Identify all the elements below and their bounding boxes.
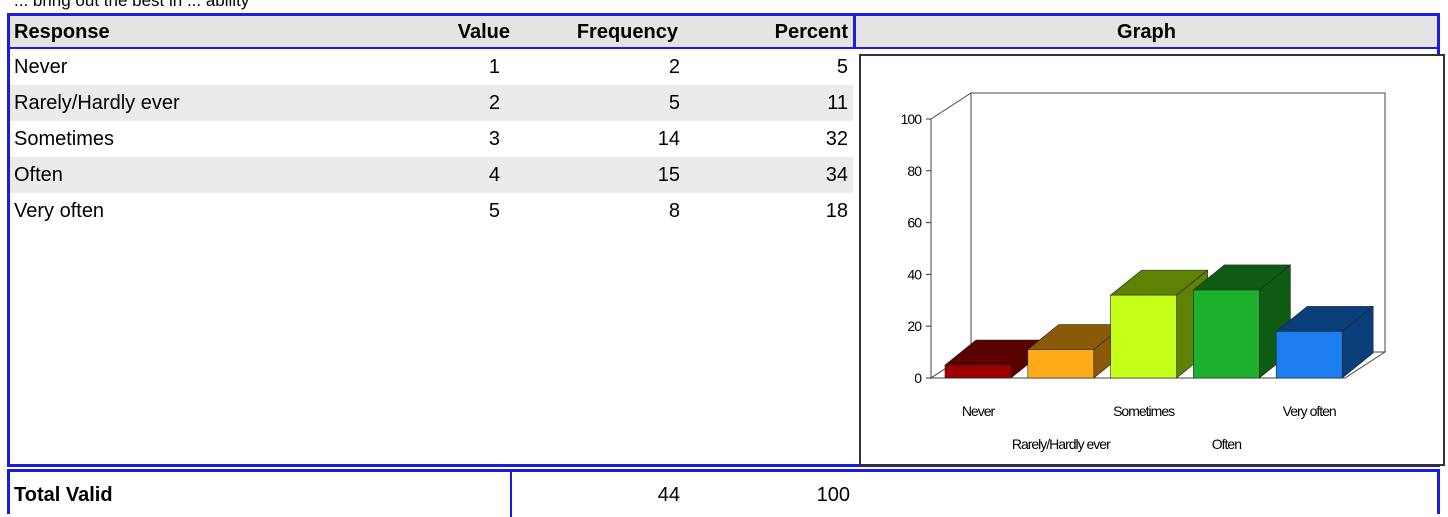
header-graph: Graph (1117, 21, 1176, 43)
table-row: Very often 5 8 18 (10, 193, 853, 229)
percent-cell: 11 (827, 92, 848, 114)
y-tick-label: 40 (907, 266, 922, 282)
percent-cell: 18 (825, 200, 848, 222)
frequency-table: Response Value Frequency Percent Graph N… (7, 13, 1445, 467)
y-tick-label: 80 (907, 163, 922, 179)
response-cell: Never (14, 56, 68, 78)
bar (1193, 289, 1260, 379)
table-row: Often 4 15 34 (10, 157, 853, 193)
caption-strip: ... bring out the best in ... ability (0, 0, 1448, 14)
total-row: Total Valid 44 100 (7, 469, 1440, 517)
total-label: Total Valid (14, 484, 113, 506)
frequency-cell: 14 (657, 128, 680, 150)
percent-cell: 32 (825, 128, 848, 150)
y-tick-label: 20 (907, 318, 922, 334)
value-cell: 2 (488, 92, 500, 114)
y-tick-label: 0 (914, 370, 922, 386)
chart-left-wall (930, 92, 972, 379)
value-cell: 1 (488, 56, 500, 78)
header-response: Response (14, 21, 110, 43)
total-frequency: 44 (657, 484, 680, 506)
header-percent: Percent (774, 21, 848, 43)
bar (1275, 331, 1343, 379)
total-divider (510, 472, 512, 517)
caption-text: ... bring out the best in ... ability (14, 0, 250, 10)
response-cell: Often (14, 164, 63, 186)
frequency-cell: 8 (668, 200, 680, 222)
x-tick-label: Very often (1283, 403, 1336, 419)
header-divider (853, 16, 856, 49)
header-row: Response Value Frequency Percent Graph (10, 16, 1437, 49)
value-cell: 4 (488, 164, 500, 186)
percent-cell: 5 (836, 56, 848, 78)
bar (1027, 349, 1095, 379)
header-frequency: Frequency (576, 21, 678, 43)
table-row: Never 1 2 5 (10, 49, 853, 85)
y-tick-label: 60 (907, 215, 922, 231)
table-row: Rarely/Hardly ever 2 5 11 (10, 85, 853, 121)
bar-chart-3d: 0 20 40 60 80 100 Never Rarely/Hardly ever Somet… (901, 92, 1387, 452)
table-row: Sometimes 3 14 32 (10, 121, 853, 157)
total-percent: 100 (816, 484, 850, 506)
x-tick-label: Rarely/Hardly ever (1012, 436, 1111, 452)
frequency-cell: 15 (657, 164, 680, 186)
frequency-cell: 5 (668, 92, 680, 114)
response-cell: Sometimes (14, 128, 115, 150)
graph-panel: 0 20 40 60 80 100 Never Rarely/Hardly ever Somet… (859, 54, 1445, 466)
frequency-cell: 2 (668, 56, 680, 78)
x-tick-label: Often (1212, 436, 1241, 452)
header-value: Value (457, 21, 510, 43)
response-cell: Rarely/Hardly ever (14, 92, 180, 114)
value-cell: 5 (488, 200, 500, 222)
bar (1110, 294, 1177, 379)
x-tick-label: Sometimes (1113, 403, 1175, 419)
y-tick-label: 100 (901, 111, 923, 127)
response-cell: Very often (14, 200, 105, 222)
percent-cell: 34 (825, 164, 848, 186)
x-tick-label: Never (962, 403, 996, 419)
value-cell: 3 (488, 128, 500, 150)
bar (944, 364, 1012, 379)
